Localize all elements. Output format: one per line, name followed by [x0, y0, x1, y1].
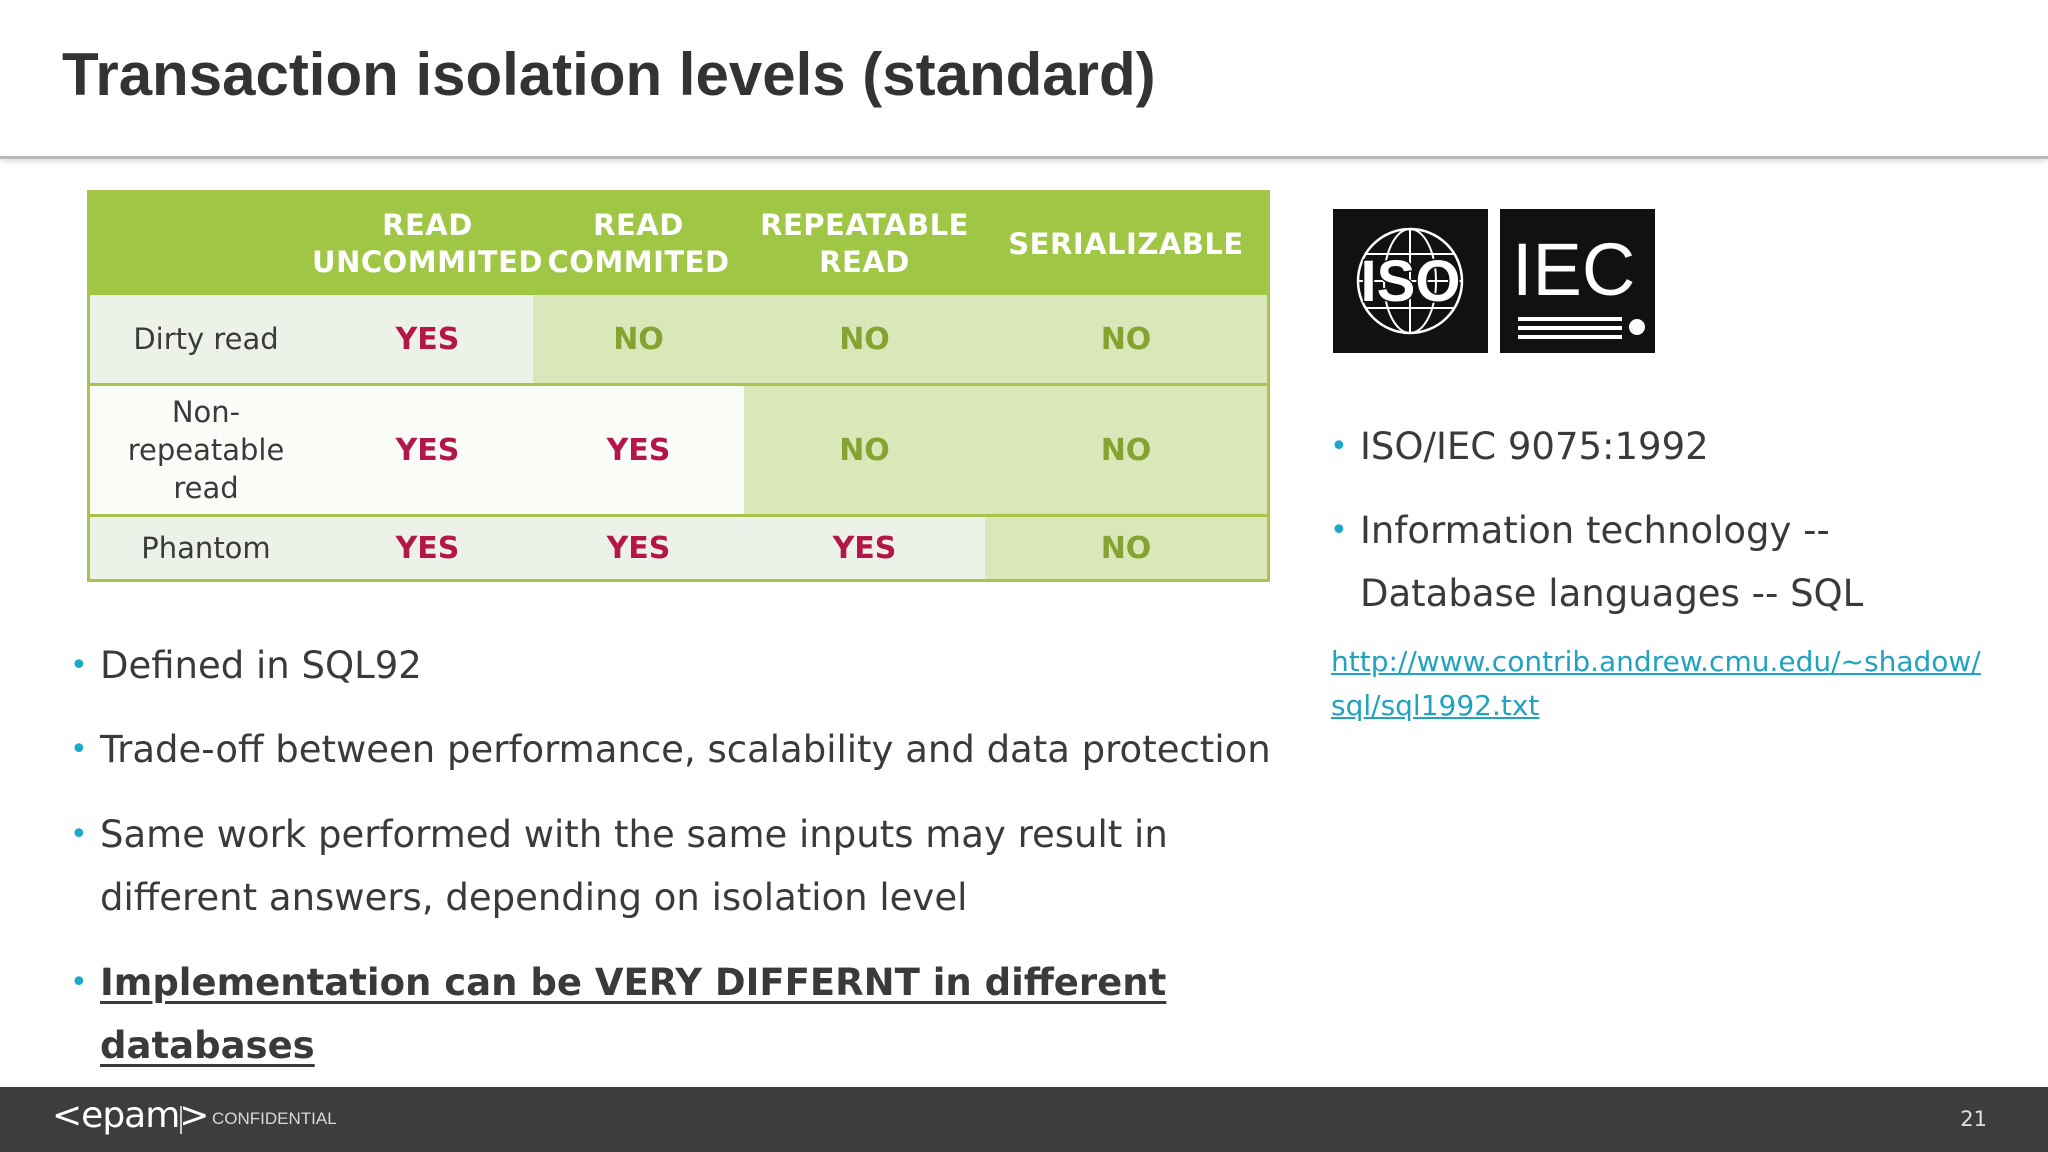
cell-non-repeatable-read-repeatable-read: NO [744, 386, 985, 514]
table-row-phantom: Phantom YES YES YES NO [90, 517, 1267, 579]
iso-logo-text: ISO [1359, 247, 1462, 315]
left-bullet-3: • Same work performed with the same inpu… [70, 803, 1170, 929]
cell-dirty-read-read-commited: NO [533, 295, 744, 383]
cell-phantom-read-commited: YES [533, 517, 744, 579]
left-bullet-text: Same work performed with the same inputs… [100, 813, 1168, 919]
cell-non-repeatable-read-serializable: NO [985, 386, 1267, 514]
page-number: 21 [1960, 1107, 1987, 1131]
bullet-dot: • [70, 732, 88, 767]
cell-phantom-repeatable-read: YES [744, 517, 985, 579]
bullet-dot: • [70, 817, 88, 852]
cell-non-repeatable-read-read-uncommited: YES [322, 386, 533, 514]
cell-dirty-read-serializable: NO [985, 295, 1267, 383]
sql1992-link[interactable]: http://www.contrib.andrew.cmu.edu/~shado… [1331, 645, 1981, 722]
row-label-non-repeatable-read: Non- repeatable read [90, 386, 322, 514]
right-bullet-text: ISO/IEC 9075:1992 [1360, 425, 1709, 468]
table-header-read-uncommited: READ UNCOMMITED [312, 208, 543, 279]
table-row-divider [90, 514, 1267, 517]
bullet-dot: • [70, 648, 88, 683]
table-header-repeatable-read: REPEATABLE READ [760, 208, 969, 279]
right-bullet-text: Information technology -- Database langu… [1360, 509, 1864, 615]
iec-lines-icon [1518, 317, 1645, 339]
cell-dirty-read-repeatable-read: NO [744, 295, 985, 383]
cell-dirty-read-read-uncommited: YES [322, 295, 533, 383]
left-bullet-text: Trade-off between performance, scalabili… [100, 728, 1271, 771]
cell-non-repeatable-read-read-commited: YES [533, 386, 744, 514]
slide-footer: <epam> CONFIDENTIAL 21 [0, 1087, 2048, 1152]
confidential-label: CONFIDENTIAL [212, 1109, 337, 1128]
footer-divider [180, 1106, 182, 1134]
table-row-non-repeatable-read: Non- repeatable read YES YES NO NO [90, 386, 1267, 514]
table-header-serializable: SERIALIZABLE [1008, 226, 1244, 261]
slide-header: Transaction isolation levels (standard) [0, 0, 2048, 159]
cell-phantom-serializable: NO [985, 517, 1267, 579]
right-bullet-2: • Information technology -- Database lan… [1330, 499, 1930, 625]
row-label-dirty-read: Dirty read [90, 295, 322, 383]
iec-logo-text: IEC [1512, 228, 1636, 311]
table-header-empty [90, 193, 322, 295]
table-header-row: READ UNCOMMITED READ COMMITED REPEATABLE… [90, 193, 1267, 295]
right-bullet-1: • ISO/IEC 9075:1992 [1330, 415, 1930, 478]
iec-logo: IEC [1500, 209, 1655, 353]
epam-logo: <epam> [52, 1095, 209, 1136]
left-bullet-4: • Implementation can be VERY DIFFERNT in… [70, 951, 1310, 1077]
table-header-read-commited: READ COMMITED [547, 208, 730, 279]
globe-icon [1356, 227, 1464, 335]
iso-logo: ISO [1333, 209, 1488, 353]
left-bullet-2: • Trade-off between performance, scalabi… [70, 718, 1290, 781]
left-bullet-text-emphasis: Implementation can be VERY DIFFERNT in d… [100, 961, 1167, 1067]
row-label-phantom: Phantom [90, 517, 322, 579]
isolation-levels-table: READ UNCOMMITED READ COMMITED REPEATABLE… [87, 190, 1270, 582]
table-row-divider [90, 383, 1267, 386]
bullet-dot: • [1330, 513, 1348, 548]
bullet-dot: • [1330, 429, 1348, 464]
table-row-dirty-read: Dirty read YES NO NO NO [90, 295, 1267, 383]
left-bullet-text: Defined in SQL92 [100, 644, 422, 687]
bullet-dot: • [70, 965, 88, 1000]
cell-phantom-read-uncommited: YES [322, 517, 533, 579]
slide-title: Transaction isolation levels (standard) [62, 41, 1156, 108]
left-bullet-1: • Defined in SQL92 [70, 634, 1290, 697]
